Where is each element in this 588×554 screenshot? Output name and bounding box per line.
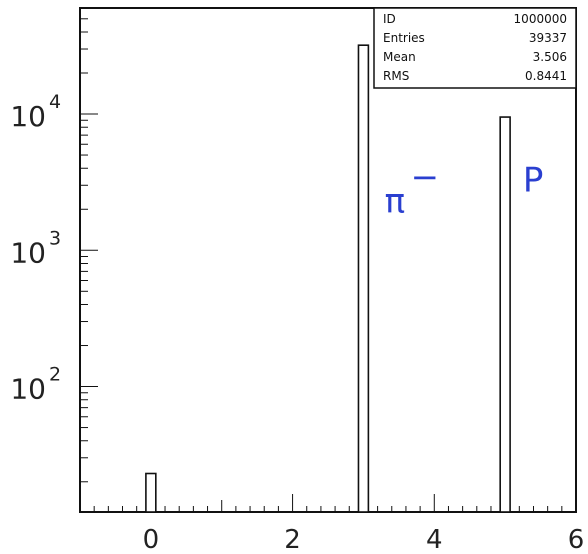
particle-annotation: P — [523, 161, 544, 201]
stats-value: 0.8441 — [525, 69, 567, 83]
particle-annotation-charge: − — [411, 157, 440, 197]
annotations: π− P — [385, 157, 544, 221]
stats-label: Mean — [383, 50, 416, 64]
y-tick-label-exponent: 3 — [49, 227, 61, 249]
y-tick-label-base: 10 — [10, 373, 46, 406]
stats-box-frame — [373, 7, 577, 89]
y-tick-label-base: 10 — [10, 236, 46, 269]
x-tick-label: 2 — [284, 525, 301, 554]
y-tick-label-exponent: 2 — [49, 364, 61, 386]
stats-value: 3.506 — [533, 50, 567, 64]
stats-box: ID 1000000 Entries 39337 Mean 3.506 RMS 0.8441 — [373, 7, 577, 89]
x-axis: 0 2 4 6 — [79, 494, 585, 554]
stats-label: RMS — [383, 69, 409, 83]
stats-label: ID — [383, 12, 396, 26]
stats-label: Entries — [383, 31, 425, 45]
particle-annotation: π — [385, 181, 405, 221]
stats-value: 1000000 — [514, 12, 567, 26]
histogram-bars — [145, 44, 511, 513]
y-tick-label-exponent: 4 — [49, 91, 61, 113]
histogram-bar — [357, 44, 370, 513]
histogram-bar — [499, 116, 511, 513]
x-tick-label: 6 — [568, 525, 585, 554]
plot-frame — [79, 7, 577, 513]
histogram-bar — [145, 472, 157, 513]
stats-value: 39337 — [529, 31, 567, 45]
x-tick-label: 4 — [426, 525, 443, 554]
y-tick-label-base: 10 — [10, 100, 46, 133]
x-tick-label: 0 — [143, 525, 160, 554]
